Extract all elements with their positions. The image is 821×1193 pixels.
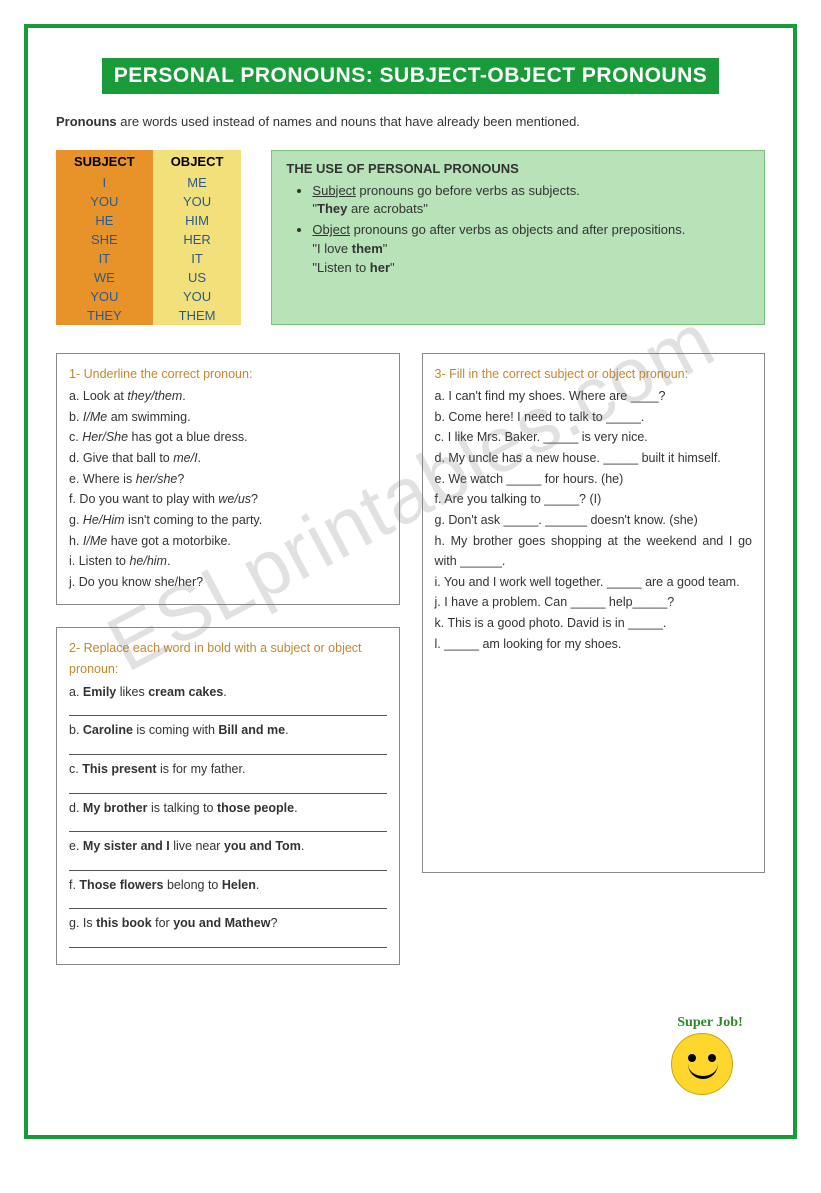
table-row: ITIT — [56, 249, 241, 268]
exercise-1: 1- Underline the correct pronoun: a. Loo… — [56, 353, 400, 606]
ex3-item: g. Don't ask _____. ______ doesn't know.… — [435, 510, 753, 531]
cell-subject: IT — [56, 249, 153, 268]
ex3-item: l. _____ am looking for my shoes. — [435, 634, 753, 655]
cell-subject: SHE — [56, 230, 153, 249]
ex3-item: b. Come here! I need to talk to _____. — [435, 407, 753, 428]
ex3-item: h. My brother goes shopping at the weeke… — [435, 531, 753, 572]
page-title: PERSONAL PRONOUNS: SUBJECT-OBJECT PRONOU… — [102, 58, 720, 94]
ex3-item: a. I can't find my shoes. Where are ____… — [435, 386, 753, 407]
usage-box: THE USE OF PERSONAL PRONOUNS Subject pro… — [271, 150, 765, 325]
ex1-item: f. Do you want to play with we/us? — [69, 489, 387, 510]
usage-b1-rest: pronouns go before verbs as subjects. — [356, 183, 580, 198]
ex1-item: d. Give that ball to me/I. — [69, 448, 387, 469]
right-column: 3- Fill in the correct subject or object… — [422, 353, 766, 966]
ex3-item: i. You and I work well together. _____ a… — [435, 572, 753, 593]
ex1-item: a. Look at they/them. — [69, 386, 387, 407]
cell-object: ME — [153, 173, 242, 192]
cell-subject: HE — [56, 211, 153, 230]
usage-b2-bold1: them — [352, 241, 383, 256]
usage-b1-underline: Subject — [312, 183, 355, 198]
cell-subject: THEY — [56, 306, 153, 325]
usage-b2-rest: pronouns go after verbs as objects and a… — [350, 222, 685, 237]
ex2-item: f. Those flowers belong to Helen. — [69, 875, 387, 896]
ex3-item: f. Are you talking to _____? (I) — [435, 489, 753, 510]
answer-blank — [69, 857, 387, 871]
th-subject: SUBJECT — [56, 150, 153, 173]
usage-bullet-2: Object pronouns go after verbs as object… — [312, 221, 750, 278]
usage-b2-bold2: her — [370, 260, 390, 275]
ex2-item: d. My brother is talking to those people… — [69, 798, 387, 819]
cell-object: IT — [153, 249, 242, 268]
ex2-item: c. This present is for my father. — [69, 759, 387, 780]
left-column: 1- Underline the correct pronoun: a. Loo… — [56, 353, 400, 966]
intro-bold: Pronouns — [56, 114, 117, 129]
cell-object: YOU — [153, 287, 242, 306]
exercise-columns: 1- Underline the correct pronoun: a. Loo… — [56, 353, 765, 966]
answer-blank — [69, 780, 387, 794]
ex1-item: h. I/Me have got a motorbike. — [69, 531, 387, 552]
table-row: WEUS — [56, 268, 241, 287]
cell-object: HER — [153, 230, 242, 249]
ex2-item: e. My sister and I live near you and Tom… — [69, 836, 387, 857]
answer-blank — [69, 702, 387, 716]
ex2-item: a. Emily likes cream cakes. — [69, 682, 387, 703]
answer-blank — [69, 895, 387, 909]
ex1-item: j. Do you know she/her? — [69, 572, 387, 593]
super-job-sticker: Super Job! — [671, 1033, 733, 1095]
table-row: YOUYOU — [56, 287, 241, 306]
ex3-item: j. I have a problem. Can _____ help_____… — [435, 592, 753, 613]
smiley-icon — [671, 1033, 733, 1095]
table-row: SHEHER — [56, 230, 241, 249]
cell-object: YOU — [153, 192, 242, 211]
ex3-item: e. We watch _____ for hours. (he) — [435, 469, 753, 490]
ex1-title: 1- Underline the correct pronoun: — [69, 364, 387, 385]
answer-blank — [69, 818, 387, 832]
th-object: OBJECT — [153, 150, 242, 173]
cell-object: THEM — [153, 306, 242, 325]
ex3-item: d. My uncle has a new house. _____ built… — [435, 448, 753, 469]
ex3-item: c. I like Mrs. Baker. _____ is very nice… — [435, 427, 753, 448]
top-row: SUBJECT OBJECT IMEYOUYOUHEHIMSHEHERITITW… — [56, 150, 765, 325]
ex1-item: g. He/Him isn't coming to the party. — [69, 510, 387, 531]
table-row: YOUYOU — [56, 192, 241, 211]
pronoun-table: SUBJECT OBJECT IMEYOUYOUHEHIMSHEHERITITW… — [56, 150, 241, 325]
table-row: IME — [56, 173, 241, 192]
table-row: HEHIM — [56, 211, 241, 230]
ex1-item: c. Her/She has got a blue dress. — [69, 427, 387, 448]
sticker-text: Super Job! — [665, 1015, 755, 1031]
table-row: THEYTHEM — [56, 306, 241, 325]
usage-title: THE USE OF PERSONAL PRONOUNS — [286, 161, 750, 176]
cell-object: HIM — [153, 211, 242, 230]
usage-bullet-1: Subject pronouns go before verbs as subj… — [312, 182, 750, 220]
worksheet-frame: PERSONAL PRONOUNS: SUBJECT-OBJECT PRONOU… — [24, 24, 797, 1139]
exercise-3: 3- Fill in the correct subject or object… — [422, 353, 766, 873]
usage-b1-bold: They — [317, 201, 347, 216]
cell-subject: I — [56, 173, 153, 192]
ex1-item: b. I/Me am swimming. — [69, 407, 387, 428]
ex1-item: e. Where is her/she? — [69, 469, 387, 490]
ex3-title: 3- Fill in the correct subject or object… — [435, 364, 753, 385]
answer-blank — [69, 934, 387, 948]
cell-subject: WE — [56, 268, 153, 287]
cell-subject: YOU — [56, 287, 153, 306]
ex3-item: k. This is a good photo. David is in ___… — [435, 613, 753, 634]
ex2-title: 2- Replace each word in bold with a subj… — [69, 638, 387, 679]
cell-subject: YOU — [56, 192, 153, 211]
intro-text: Pronouns are words used instead of names… — [56, 112, 765, 132]
ex2-item: g. Is this book for you and Mathew? — [69, 913, 387, 934]
cell-object: US — [153, 268, 242, 287]
exercise-2: 2- Replace each word in bold with a subj… — [56, 627, 400, 965]
answer-blank — [69, 741, 387, 755]
ex1-item: i. Listen to he/him. — [69, 551, 387, 572]
usage-b2-underline: Object — [312, 222, 350, 237]
intro-rest: are words used instead of names and noun… — [117, 114, 580, 129]
ex2-item: b. Caroline is coming with Bill and me. — [69, 720, 387, 741]
